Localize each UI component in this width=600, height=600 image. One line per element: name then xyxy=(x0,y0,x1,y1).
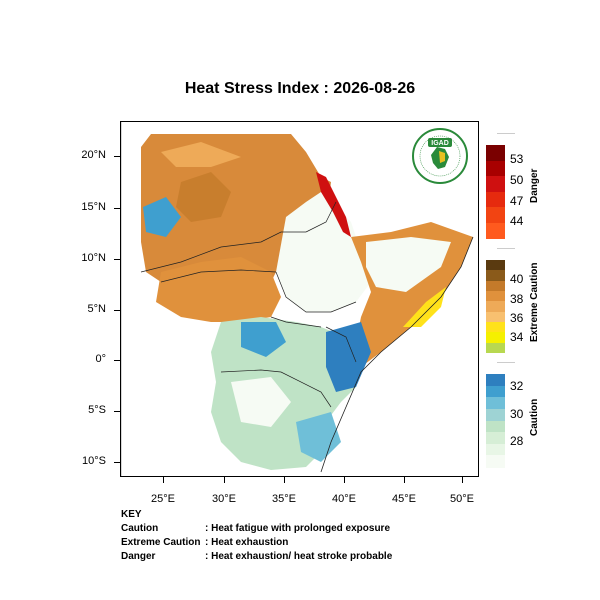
key-term: Extreme Caution xyxy=(121,537,201,548)
lon-tick xyxy=(344,477,345,483)
lat-tick xyxy=(114,208,120,209)
colorbar-swatch xyxy=(486,145,505,161)
colorbar-label: 36 xyxy=(510,311,524,325)
colorbar-label: 44 xyxy=(510,214,524,228)
colorbar-swatch xyxy=(486,374,505,387)
key-desc: : Heat fatigue with prolonged exposure xyxy=(205,523,391,534)
key-heading: KEY xyxy=(121,509,142,520)
lon-tick xyxy=(404,477,405,483)
kenya-blue xyxy=(326,322,371,392)
colorbar-separator xyxy=(497,248,515,249)
colorbar-caution: 32 30 28 Caution xyxy=(486,374,566,469)
key-desc: : Heat exhaustion/ heat stroke probable xyxy=(205,551,393,562)
colorbar-swatch xyxy=(486,342,505,354)
colorbar-label: 50 xyxy=(510,173,524,187)
colorbar-swatch xyxy=(486,222,505,239)
lat-tick xyxy=(114,156,120,157)
colorbar-swatch xyxy=(486,385,505,398)
colorbar-swatch xyxy=(486,291,505,302)
colorbar-title-caution: Caution xyxy=(529,398,540,436)
lon-label-45e: 45°E xyxy=(392,493,416,505)
west-sudan-caution xyxy=(143,197,181,237)
colorbar-swatch xyxy=(486,408,505,421)
somalia-yellow xyxy=(403,287,446,327)
lon-tick xyxy=(284,477,285,483)
colorbar-extreme-caution: 40 38 36 34 Extreme Caution xyxy=(486,260,566,355)
lat-label-10s: 10°S xyxy=(82,455,106,467)
lon-tick xyxy=(224,477,225,483)
colorbar-separator xyxy=(497,362,515,363)
lat-label-10n: 10°N xyxy=(81,252,106,264)
colorbar-swatch xyxy=(486,301,505,313)
key-desc: : Heat exhaustion xyxy=(205,537,289,548)
lat-tick xyxy=(114,259,120,260)
lat-label-15n: 15°N xyxy=(81,201,106,213)
map-canvas xyxy=(121,122,474,476)
colorbar-swatch xyxy=(486,160,505,177)
colorbar-swatch xyxy=(486,270,505,282)
somalia-white xyxy=(366,237,451,292)
colorbar-label: 32 xyxy=(510,379,524,393)
colorbar-swatch xyxy=(486,397,505,410)
map-title: Heat Stress Index : 2026-08-26 xyxy=(184,80,416,97)
colorbar-label: 53 xyxy=(510,152,524,166)
lat-tick xyxy=(114,310,120,311)
colorbar-swatch xyxy=(486,322,505,333)
key-row-caution: Caution : Heat fatigue with prolonged ex… xyxy=(121,523,390,534)
key-row-extreme-caution: Extreme Caution : Heat exhaustion xyxy=(121,537,288,548)
colorbar-label: 40 xyxy=(510,272,524,286)
lon-label-50e: 50°E xyxy=(450,493,474,505)
lat-label-20n: 20°N xyxy=(81,149,106,161)
colorbar-swatch xyxy=(486,191,505,208)
colorbar-title-danger: Danger xyxy=(529,168,540,203)
lon-label-35e: 35°E xyxy=(272,493,296,505)
colorbar-danger: 53 50 47 44 Danger xyxy=(486,145,566,240)
lon-tick xyxy=(163,477,164,483)
key-term: Danger xyxy=(121,551,156,562)
key-row-danger: Danger : Heat exhaustion/ heat stroke pr… xyxy=(121,551,392,562)
lat-label-0: 0° xyxy=(95,353,106,365)
colorbar-swatch xyxy=(486,260,505,271)
eritrea-danger xyxy=(316,172,351,237)
lat-tick xyxy=(114,462,120,463)
colorbar-swatch xyxy=(486,332,505,344)
colorbar-swatch xyxy=(486,420,505,433)
lat-tick xyxy=(114,360,120,361)
tanzania-blue xyxy=(296,412,341,462)
colorbar-label: 34 xyxy=(510,330,524,344)
igad-logo-icon: IGAD xyxy=(412,128,468,184)
lon-label-30e: 30°E xyxy=(212,493,236,505)
tanzania-white xyxy=(231,377,291,427)
sudan-dark-patches xyxy=(176,172,231,222)
south-sudan-region xyxy=(156,257,281,322)
uganda-blue xyxy=(241,322,286,357)
colorbar-swatch xyxy=(486,176,505,192)
lon-label-40e: 40°E xyxy=(332,493,356,505)
colorbar-swatch xyxy=(486,443,505,456)
igad-logo: IGAD xyxy=(411,127,469,185)
colorbar-swatch xyxy=(486,280,505,292)
coastline xyxy=(320,236,474,473)
heat-stress-map xyxy=(120,121,479,477)
lat-tick xyxy=(114,411,120,412)
logo-text: IGAD xyxy=(431,140,449,147)
colorbar-label: 30 xyxy=(510,407,524,421)
key-term: Caution xyxy=(121,523,159,534)
colorbar-label: 28 xyxy=(510,434,524,448)
colorbar-swatch xyxy=(486,207,505,223)
colorbar-swatch xyxy=(486,455,505,468)
colorbar-label: 47 xyxy=(510,194,524,208)
sudan-light-patches xyxy=(161,142,241,167)
lat-label-5n: 5°N xyxy=(87,303,106,315)
colorbar-label: 38 xyxy=(510,292,524,306)
colorbar-title-extreme-caution: Extreme Caution xyxy=(529,262,540,342)
lat-label-5s: 5°S xyxy=(88,404,106,416)
colorbar-separator xyxy=(497,133,515,134)
colorbar-swatch xyxy=(486,311,505,323)
lon-label-25e: 25°E xyxy=(151,493,175,505)
lon-tick xyxy=(462,477,463,483)
colorbar-swatch xyxy=(486,432,505,445)
